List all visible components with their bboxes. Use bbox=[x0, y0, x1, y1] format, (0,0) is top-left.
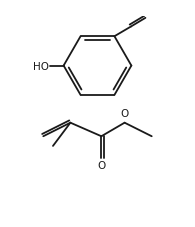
Text: O: O bbox=[121, 108, 129, 118]
Text: HO: HO bbox=[33, 61, 49, 71]
Text: O: O bbox=[97, 161, 105, 171]
